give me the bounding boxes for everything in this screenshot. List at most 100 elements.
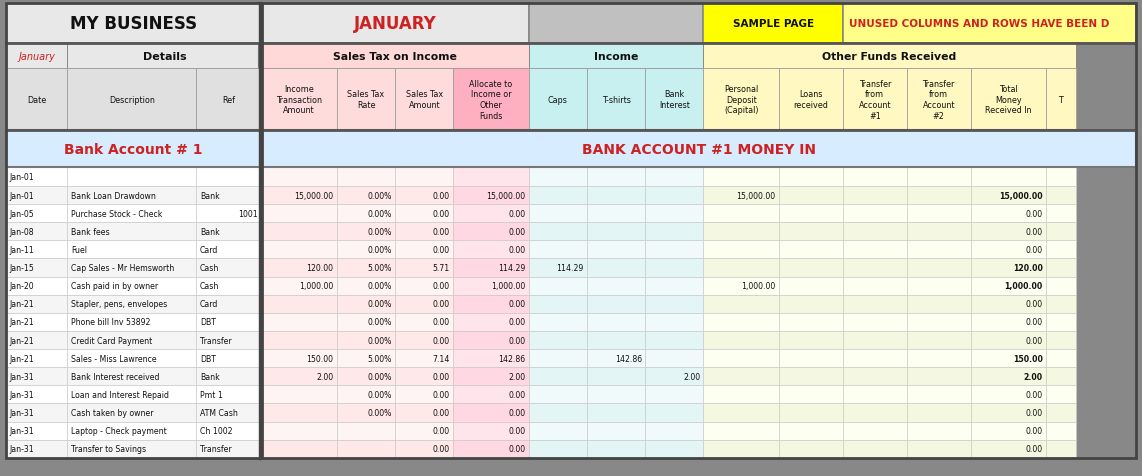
Bar [843,223,907,241]
Text: Cap Sales - Mr Hemsworth: Cap Sales - Mr Hemsworth [71,264,174,272]
Bar [971,440,1046,458]
Bar [337,404,395,422]
Bar [337,187,395,205]
Bar [395,295,453,313]
Bar [587,259,645,277]
Bar [395,422,453,440]
Bar [1046,205,1076,223]
Bar [645,187,703,205]
Text: Cash paid in by owner: Cash paid in by owner [71,282,158,290]
Bar [779,386,843,404]
Bar [196,69,262,131]
Text: 5.71: 5.71 [433,264,450,272]
Text: 114.29: 114.29 [498,264,525,272]
Text: Allocate to
Income or
Other
Funds: Allocate to Income or Other Funds [469,79,513,120]
Bar [453,187,529,205]
Bar [843,422,907,440]
Bar [262,313,337,331]
Bar [395,367,453,386]
Bar [6,223,67,241]
Bar [971,205,1046,223]
Bar [843,404,907,422]
Bar [337,277,395,295]
Text: Stapler, pens, envelopes: Stapler, pens, envelopes [71,300,167,308]
Text: 0.00: 0.00 [508,426,525,435]
Bar [196,404,262,422]
Bar [779,295,843,313]
Text: 0.00%: 0.00% [368,246,392,254]
Bar [337,168,395,187]
Bar [779,349,843,367]
Bar [262,440,337,458]
Bar [529,241,587,259]
Text: 150.00: 150.00 [306,354,333,363]
Bar [779,440,843,458]
Text: Bank: Bank [200,372,219,381]
Text: 0.00%: 0.00% [368,372,392,381]
Text: Bank
Interest: Bank Interest [659,90,690,110]
Bar [337,241,395,259]
Bar [587,69,645,131]
Bar [843,295,907,313]
Text: 0.00: 0.00 [433,246,450,254]
Bar [196,386,262,404]
Bar [907,205,971,223]
Text: Phone bill Inv 53892: Phone bill Inv 53892 [71,318,151,327]
Bar [262,422,337,440]
Text: Cash: Cash [200,264,219,272]
Bar [907,422,971,440]
Text: 120.00: 120.00 [1013,264,1043,272]
Bar [67,69,196,131]
Bar [395,386,453,404]
Text: 0.00: 0.00 [1026,390,1043,399]
Bar [843,4,1136,44]
Text: 7.14: 7.14 [433,354,450,363]
Bar [262,367,337,386]
Bar [645,386,703,404]
Text: 2.00: 2.00 [1023,372,1043,381]
Bar [703,386,779,404]
Bar [907,277,971,295]
Bar [262,44,529,69]
Bar [453,259,529,277]
Bar [529,349,587,367]
Text: 5.00%: 5.00% [368,354,392,363]
Text: 1,000.00: 1,000.00 [1005,282,1043,290]
Text: 0.00: 0.00 [508,318,525,327]
Bar [196,440,262,458]
Bar [907,367,971,386]
Bar [453,349,529,367]
Text: Credit Card Payment: Credit Card Payment [71,336,152,345]
Bar [395,277,453,295]
Bar [529,205,587,223]
Bar [907,331,971,349]
Bar [1046,259,1076,277]
Text: Jan-08: Jan-08 [9,228,34,236]
Bar [67,205,196,223]
Bar [587,295,645,313]
Bar [703,313,779,331]
Bar [779,168,843,187]
Bar [196,331,262,349]
Bar [1046,349,1076,367]
Text: 0.00%: 0.00% [368,191,392,200]
Bar [196,349,262,367]
Text: 2.00: 2.00 [508,372,525,381]
Bar [587,349,645,367]
Bar [971,313,1046,331]
Bar [779,313,843,331]
Bar [529,69,587,131]
Text: 0.00: 0.00 [1026,209,1043,218]
Bar [703,295,779,313]
Bar [67,295,196,313]
Bar [196,205,262,223]
Bar [529,404,587,422]
Bar [907,187,971,205]
Bar [843,241,907,259]
Text: 0.00%: 0.00% [368,282,392,290]
Bar [6,404,67,422]
Bar [907,349,971,367]
Bar [453,69,529,131]
Bar [395,241,453,259]
Bar [337,295,395,313]
